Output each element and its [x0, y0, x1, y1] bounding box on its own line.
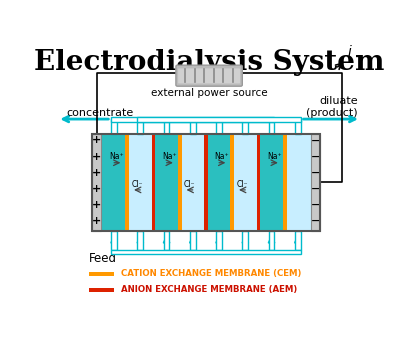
- Text: +: +: [92, 184, 101, 194]
- Bar: [257, 134, 260, 231]
- Bar: [285, 134, 311, 231]
- Bar: [111, 117, 275, 121]
- Bar: [190, 119, 196, 134]
- Text: +: +: [92, 168, 101, 178]
- Bar: [137, 119, 143, 134]
- Bar: [311, 134, 320, 231]
- Text: Na⁺: Na⁺: [162, 152, 177, 161]
- Bar: [216, 231, 222, 250]
- Text: Cl⁻: Cl⁻: [237, 180, 248, 189]
- Text: $i$: $i$: [347, 44, 353, 59]
- Text: −: −: [310, 168, 320, 178]
- Bar: [295, 119, 301, 134]
- Text: Na⁺: Na⁺: [267, 152, 282, 161]
- Bar: [178, 134, 182, 231]
- Bar: [204, 134, 208, 231]
- Bar: [92, 134, 101, 231]
- Text: CATION EXCHANGE MEMBRANE (CEM): CATION EXCHANGE MEMBRANE (CEM): [121, 269, 301, 278]
- Bar: [101, 134, 127, 231]
- Bar: [127, 134, 153, 231]
- FancyBboxPatch shape: [178, 68, 240, 84]
- Text: +: +: [92, 135, 101, 145]
- Bar: [269, 119, 275, 134]
- Bar: [137, 117, 301, 121]
- Bar: [190, 231, 196, 250]
- Text: Na⁺: Na⁺: [215, 152, 229, 161]
- Text: Electrodialysis System: Electrodialysis System: [34, 49, 384, 76]
- Bar: [137, 231, 143, 250]
- Text: Na⁺: Na⁺: [109, 152, 124, 161]
- Text: concentrate: concentrate: [67, 108, 134, 118]
- Bar: [111, 231, 117, 250]
- Bar: [283, 134, 286, 231]
- Bar: [242, 231, 248, 250]
- Bar: [111, 119, 117, 134]
- Text: ANION EXCHANGE MEMBRANE (AEM): ANION EXCHANGE MEMBRANE (AEM): [121, 286, 297, 294]
- Text: Cl⁻: Cl⁻: [132, 180, 143, 189]
- Bar: [269, 231, 275, 250]
- Text: +: +: [92, 200, 101, 210]
- Text: diluate
(product): diluate (product): [306, 96, 358, 118]
- Bar: [206, 134, 232, 231]
- Text: +: +: [92, 216, 101, 226]
- Bar: [153, 134, 180, 231]
- Bar: [125, 134, 129, 231]
- Text: −: −: [310, 152, 320, 162]
- Bar: [111, 250, 301, 254]
- Text: external power source: external power source: [151, 88, 267, 98]
- Bar: [295, 231, 301, 250]
- FancyBboxPatch shape: [176, 65, 242, 86]
- Bar: [180, 134, 206, 231]
- Text: −: −: [310, 200, 320, 210]
- Text: −: −: [310, 216, 320, 226]
- Text: −: −: [310, 135, 320, 145]
- Bar: [216, 119, 222, 134]
- Text: +: +: [92, 152, 101, 162]
- Bar: [232, 134, 258, 231]
- Bar: [164, 231, 169, 250]
- Bar: [242, 119, 248, 134]
- Bar: [258, 134, 285, 231]
- Text: Feed: Feed: [89, 252, 117, 265]
- Bar: [230, 134, 234, 231]
- Bar: [151, 134, 155, 231]
- Bar: [89, 288, 114, 292]
- Text: −: −: [310, 184, 320, 194]
- Bar: [164, 119, 169, 134]
- Bar: [92, 134, 320, 231]
- Bar: [89, 272, 114, 276]
- Text: Cl⁻: Cl⁻: [184, 180, 195, 189]
